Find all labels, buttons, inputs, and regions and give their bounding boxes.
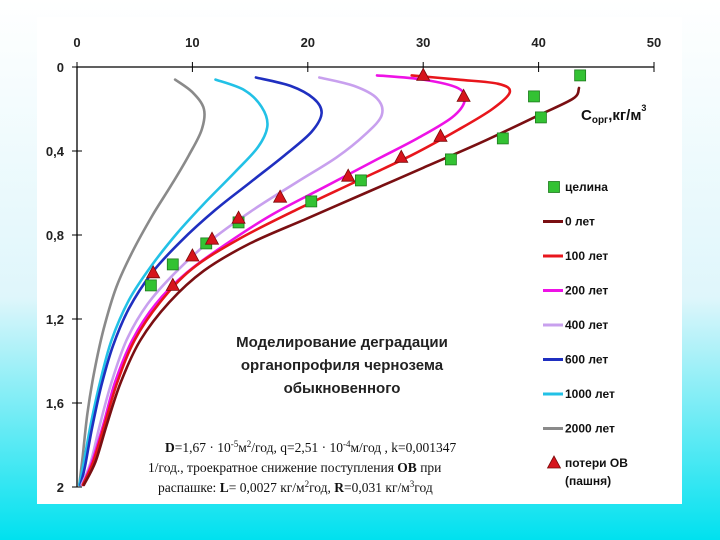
marker-tselina (535, 111, 547, 124)
marker-poteri-ov (165, 277, 180, 291)
x-tick-label: 50 (647, 35, 661, 50)
legend-label-2000-лет: 2000 лет (565, 422, 615, 436)
legend: целина 0 лет 100 лет 200 лет 400 лет 600 лет 1… (543, 180, 628, 488)
marker-tselina (574, 69, 587, 82)
legend-label-200-лет: 200 лет (565, 284, 608, 298)
series-line-600-лет (79, 76, 323, 487)
marker-poteri-ov (145, 264, 161, 279)
chart-caption: Моделирование деградации органопрофиля ч… (236, 334, 448, 397)
caption-line-1: Моделирование деградации (236, 334, 448, 351)
params-line-3: распашке: L= 0,0027 кг/м2год, R=0,031 кг… (158, 479, 433, 495)
x-tick-label: 10 (185, 35, 199, 50)
model-parameters: D=1,67 · 10-5м2/год, q=2,51 · 10-4м/год … (148, 439, 457, 495)
legend-label-400-лет: 400 лет (565, 318, 608, 332)
marker-poteri-ov (204, 231, 220, 245)
params-line-2: 1/год., троекратное снижение поступления… (148, 460, 441, 475)
legend-label-100-лет: 100 лет (565, 249, 608, 263)
legend-label-потери-ов: потери ОВ (565, 456, 628, 470)
caption-line-2: органопрофиля чернозема (241, 357, 444, 374)
y-tick-label: 2 (57, 480, 64, 495)
legend-label-целина: целина (565, 180, 608, 194)
marker-poteri-ov (456, 88, 471, 102)
marker-tselina (354, 174, 367, 187)
params-line-1: D=1,67 · 10-5м2/год, q=2,51 · 10-4м/год … (165, 439, 457, 455)
marker-poteri-ov (185, 248, 200, 262)
degradation-chart: 0 10 20 30 40 50 0 0,4 0,8 1,2 1,6 2 целина 0 лет 100… (46, 35, 661, 495)
marker-poteri-ov (341, 168, 356, 182)
marker-tselina (166, 258, 179, 271)
caption-line-3: обыкновенного (284, 380, 401, 397)
series-line-0-лет (82, 86, 581, 487)
marker-tselina (528, 90, 540, 103)
marker-poteri-ov (272, 189, 288, 203)
marker-tselina (496, 132, 509, 145)
x-tick-label: 30 (416, 35, 430, 50)
x-tick-label: 0 (73, 35, 80, 50)
y-tick-label: 1,2 (46, 312, 64, 327)
marker-poteri-ov (416, 67, 431, 81)
y-tick-label: 1,6 (46, 396, 64, 411)
series-line-2000-лет (78, 78, 206, 487)
marker-poteri-ov (394, 149, 409, 163)
x-tick-label: 40 (531, 35, 545, 50)
series-line-1000-лет (78, 78, 269, 487)
x-tick-label: 20 (301, 35, 315, 50)
marker-tselina (444, 153, 457, 166)
legend-label-cont: (пашня) (565, 474, 611, 488)
legend-swatch-poteri-ov (546, 455, 562, 469)
x-axis-unit-label: Cорг,кг/м3 (581, 103, 646, 126)
y-tick-label: 0 (57, 60, 64, 75)
marker-poteri-ov (231, 210, 246, 224)
y-tick-label: 0,8 (46, 228, 64, 243)
legend-label-0-лет: 0 лет (565, 215, 595, 229)
legend-swatch-tselina (548, 181, 560, 193)
chart-frame: 0 10 20 30 40 50 0 0,4 0,8 1,2 1,6 2 целина 0 лет 100… (37, 17, 682, 504)
series-line-400-лет (80, 76, 384, 487)
marker-tselina (305, 195, 318, 208)
series-line-100-лет (81, 74, 512, 487)
marker-poteri-ov (433, 128, 448, 142)
marker-tselina (144, 279, 157, 292)
legend-label-1000-лет: 1000 лет (565, 387, 615, 401)
y-tick-label: 0,4 (46, 144, 65, 159)
legend-label-600-лет: 600 лет (565, 353, 608, 367)
